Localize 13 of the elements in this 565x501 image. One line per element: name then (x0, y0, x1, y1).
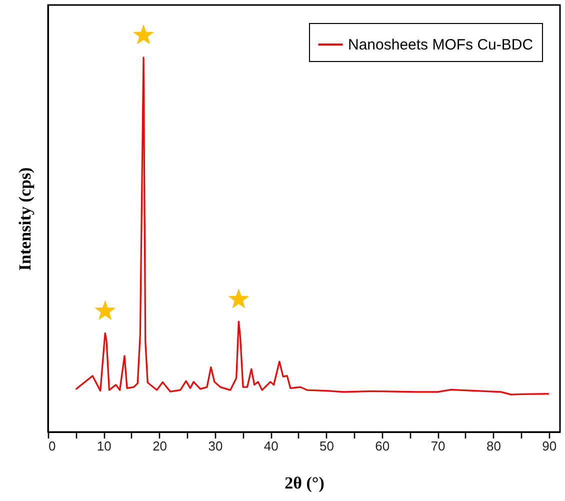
x-tick-label: 90 (542, 438, 557, 454)
x-tick-label: 40 (264, 438, 278, 454)
x-tick-label: 20 (152, 438, 168, 454)
x-tick-label: 60 (375, 438, 390, 454)
x-tick-label: 80 (486, 438, 501, 454)
legend-label: Nanosheets MOFs Cu-BDC (348, 36, 534, 54)
x-tick-label: 30 (208, 438, 223, 454)
x-tick-label: 70 (430, 438, 446, 454)
x-tick-label: 0 (48, 438, 56, 454)
y-axis-title: Intensity (cps) (16, 167, 34, 271)
x-tick-label: 10 (96, 438, 112, 454)
x-tick-label: 50 (320, 438, 334, 454)
x-axis-title: 2θ (°) (284, 474, 324, 492)
